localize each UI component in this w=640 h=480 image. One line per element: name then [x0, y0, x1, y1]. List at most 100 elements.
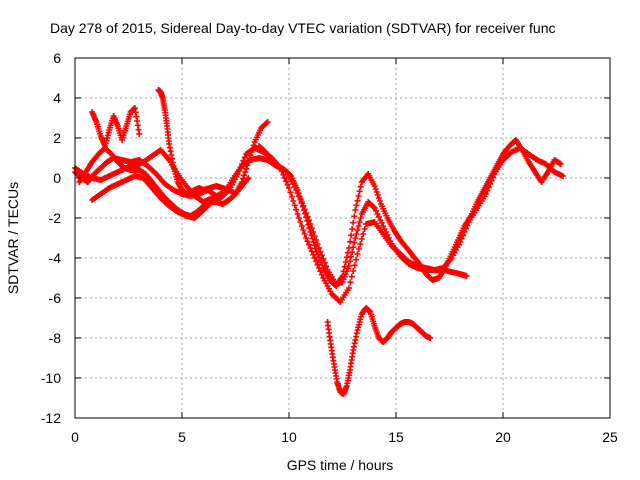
- point-marker: [241, 172, 248, 179]
- point-marker: [298, 200, 305, 207]
- point-marker: [339, 273, 346, 279]
- point-marker: [301, 231, 308, 237]
- point-marker: [287, 172, 294, 178]
- point-marker: [290, 198, 297, 204]
- y-tick-label: -4: [49, 250, 62, 266]
- point-marker: [296, 193, 303, 200]
- point-marker: [350, 219, 357, 226]
- point-marker: [320, 256, 327, 262]
- point-marker: [348, 273, 355, 280]
- point-marker: [241, 154, 248, 161]
- series-arc-8: [72, 147, 224, 205]
- point-marker: [300, 207, 307, 213]
- point-marker: [371, 183, 378, 189]
- point-marker: [244, 162, 251, 169]
- point-marker: [351, 239, 358, 246]
- point-marker: [243, 165, 250, 172]
- point-marker: [245, 159, 252, 165]
- point-marker: [299, 203, 306, 210]
- point-marker: [304, 238, 311, 245]
- point-marker: [295, 190, 302, 197]
- point-marker: [294, 211, 301, 217]
- point-marker: [136, 131, 143, 137]
- point-marker: [307, 245, 314, 251]
- x-tick-label: 0: [71, 429, 79, 445]
- point-marker: [306, 225, 313, 232]
- point-marker: [356, 188, 363, 195]
- point-marker: [312, 245, 319, 252]
- data-points: [72, 87, 566, 397]
- x-axis-label: GPS time / hours: [287, 457, 394, 473]
- point-marker: [345, 285, 352, 291]
- point-marker: [353, 202, 360, 209]
- point-marker: [236, 167, 243, 174]
- point-marker: [287, 189, 294, 196]
- point-marker: [247, 152, 254, 159]
- y-axis-label: SDTVAR / TECUs: [5, 182, 21, 294]
- x-tick-label: 20: [495, 429, 511, 445]
- point-marker: [280, 171, 287, 178]
- point-marker: [305, 221, 312, 228]
- point-marker: [353, 256, 360, 263]
- point-marker: [354, 197, 361, 204]
- point-marker: [311, 242, 318, 249]
- point-marker: [354, 227, 361, 233]
- point-marker: [291, 202, 298, 209]
- point-marker: [370, 204, 377, 210]
- point-marker: [302, 210, 309, 217]
- point-marker: [238, 161, 245, 167]
- point-marker: [264, 119, 271, 125]
- grid-lines: [75, 58, 610, 418]
- x-tick-label: 5: [178, 429, 186, 445]
- point-marker: [281, 175, 288, 181]
- point-marker: [284, 181, 291, 188]
- point-marker: [248, 149, 255, 155]
- y-tick-label: 2: [53, 130, 61, 146]
- point-marker: [286, 185, 292, 191]
- point-marker: [559, 173, 566, 179]
- point-marker: [427, 335, 434, 341]
- point-marker: [294, 187, 301, 193]
- x-tick-label: 15: [388, 429, 404, 445]
- y-tick-label: -8: [49, 330, 62, 346]
- point-marker: [375, 195, 382, 201]
- point-marker: [357, 241, 364, 247]
- series-arc-6: [256, 137, 564, 289]
- point-marker: [295, 215, 302, 221]
- point-marker: [308, 232, 315, 239]
- point-marker: [313, 258, 320, 265]
- series-arc-2: [89, 145, 566, 305]
- plot-frame: [74, 57, 611, 419]
- point-marker: [237, 164, 244, 171]
- point-marker: [246, 155, 253, 162]
- point-marker: [245, 175, 252, 181]
- point-marker: [242, 169, 249, 175]
- point-marker: [351, 213, 358, 220]
- point-marker: [358, 236, 365, 242]
- point-marker: [307, 229, 314, 235]
- y-tick-label: 6: [53, 50, 61, 66]
- point-marker: [293, 206, 300, 213]
- point-marker: [351, 262, 358, 269]
- point-marker: [238, 179, 245, 185]
- point-marker: [361, 226, 368, 232]
- point-marker: [305, 241, 312, 248]
- point-marker: [357, 183, 364, 190]
- point-marker: [350, 268, 357, 274]
- point-marker: [376, 198, 383, 204]
- point-marker: [309, 235, 316, 242]
- chart-title: Day 278 of 2015, Sidereal Day-to-day VTE…: [50, 20, 556, 36]
- point-marker: [304, 218, 311, 224]
- point-marker: [297, 219, 304, 225]
- point-marker: [360, 231, 367, 237]
- point-marker: [353, 231, 360, 237]
- point-marker: [372, 186, 379, 192]
- y-tick-label: -10: [41, 370, 61, 386]
- point-marker: [217, 193, 224, 199]
- point-marker: [249, 145, 256, 152]
- point-marker: [349, 226, 356, 232]
- point-marker: [374, 192, 381, 198]
- point-marker: [354, 251, 361, 257]
- y-tick-label: 4: [53, 90, 61, 106]
